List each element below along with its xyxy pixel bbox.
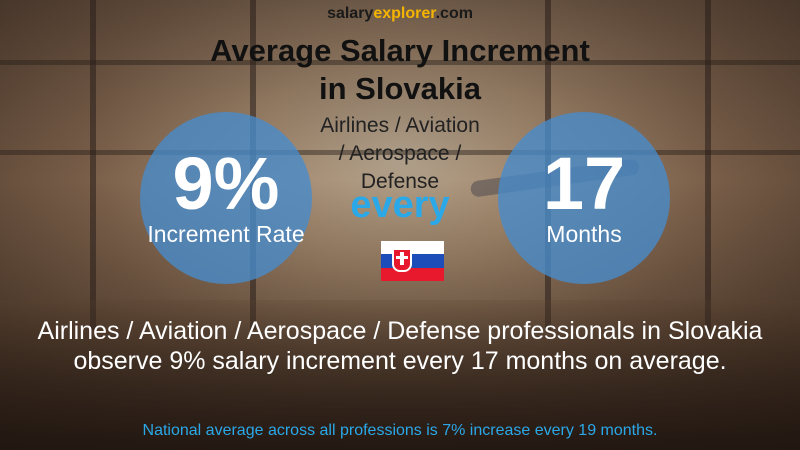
background-window-frame xyxy=(705,0,711,330)
category-subtitle: Airlines / Aviation / Aerospace / Defens… xyxy=(300,112,500,196)
background-floor xyxy=(0,300,800,450)
national-average-note: National average across all professions … xyxy=(142,422,658,439)
period-circle: 17 Months xyxy=(498,112,670,284)
increment-rate-value: 9% xyxy=(172,142,280,225)
brand-part-salary: salary xyxy=(327,5,374,22)
increment-rate-circle: 9% Increment Rate xyxy=(140,112,312,284)
background-window-bar xyxy=(0,60,800,65)
brand-logo[interactable]: salaryexplorer.com xyxy=(0,5,800,23)
background-window-frame xyxy=(90,0,96,330)
brand-part-domain: .com xyxy=(435,5,473,22)
increment-rate-label: Increment Rate xyxy=(147,221,305,247)
period-value: 17 xyxy=(542,142,626,225)
period-label: Months xyxy=(546,221,622,247)
category-line-3: Defense xyxy=(360,170,440,193)
page-title: Average Salary Increment in Slovakia xyxy=(0,32,800,108)
category-line-2: / Aerospace / xyxy=(338,142,462,165)
category-line-1: Airlines / Aviation xyxy=(320,114,480,137)
slovakia-flag-icon xyxy=(381,241,444,281)
background-window-bar xyxy=(0,150,800,155)
brand-part-explorer: explorer xyxy=(373,5,436,22)
summary-text: Airlines / Aviation / Aerospace / Defens… xyxy=(37,317,763,375)
title-line-1: Average Salary Increment xyxy=(210,33,590,68)
title-line-2: in Slovakia xyxy=(319,71,481,106)
every-connector: every xyxy=(350,184,450,226)
